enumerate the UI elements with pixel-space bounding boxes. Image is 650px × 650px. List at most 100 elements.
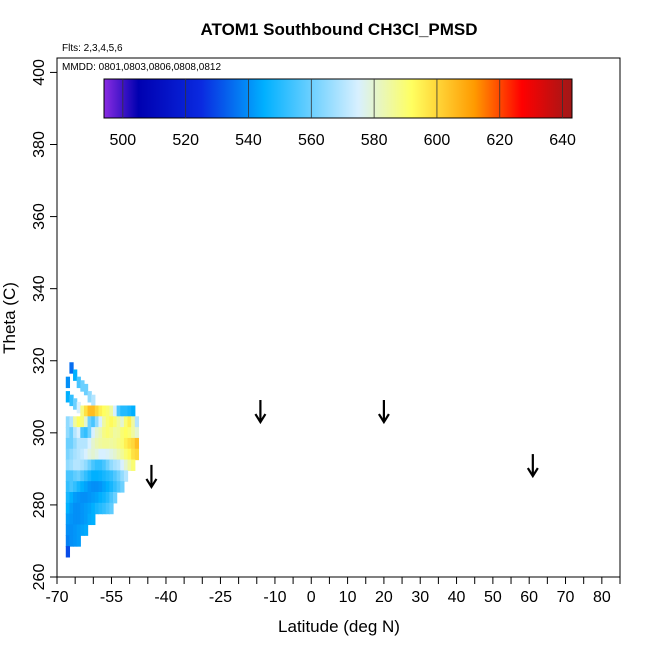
x-tick-label: -25 [209,589,232,606]
heatmap-cell [80,416,85,428]
heatmap-cell [91,394,96,407]
heatmap-cell [116,448,121,461]
heatmap-cell [131,427,136,439]
x-tick-label: 20 [375,589,393,606]
heatmap-cell [127,416,132,428]
heatmap-cell [73,398,78,410]
heatmap-cell [83,470,89,482]
heatmap-cell [80,481,85,493]
heatmap-cell [102,459,107,471]
heatmap-cell [69,416,74,428]
heatmap-cell [105,416,110,428]
heatmap-cell [109,492,114,504]
heatmap-cell [65,513,71,526]
heatmap-cell [120,437,125,450]
heatmap-cell [102,492,107,504]
heatmap-cell [120,427,125,439]
colorbar-tick-label: 580 [361,132,388,149]
heatmap-cell [98,437,103,450]
heatmap-cell [83,405,89,417]
heatmap-cell [134,448,140,461]
heatmap-cell [98,405,103,417]
heatmap-cell [80,470,85,482]
heatmap-cell [69,448,74,461]
heatmap-cell [91,513,96,526]
heatmap-cell [65,481,71,493]
heatmap-cell [131,448,136,461]
heatmap-cell [105,405,110,417]
heatmap-cell [127,459,132,471]
x-tick-label: 80 [593,589,611,606]
colorbar-tick-label: 560 [298,132,325,149]
colorbar-tick-label: 500 [109,132,136,149]
heatmap-cell [116,437,121,450]
heatmap-cell [102,427,107,439]
heatmap-cell [94,492,100,504]
y-tick-label: 260 [31,564,48,591]
heatmap-cell [113,405,118,417]
heatmap-cell [83,459,89,471]
heatmap-cell [91,416,96,428]
heatmap-cell [123,416,129,428]
heatmap-cell [120,481,125,493]
chart-title: ATOM1 Southbound CH3Cl_PMSD [200,20,477,39]
heatmap-cell [65,448,71,461]
heatmap-cell [80,448,85,461]
x-tick-label: 10 [339,589,357,606]
heatmap-cell [102,437,107,450]
x-tick-label: -10 [263,589,286,606]
heatmap-cell [127,405,132,417]
heatmap-cell [109,437,114,450]
heatmap-cell [73,416,78,428]
heatmap-cell [76,524,81,536]
heatmap-cell [80,513,85,526]
heatmap-cell [73,448,78,461]
heatmap-cell [87,405,92,417]
heatmap-cell [87,492,92,504]
heatmap-cell [73,492,78,504]
heatmap-cell [113,437,118,450]
heatmap-cell [76,492,81,504]
heatmap-cell [87,513,92,526]
heatmap-cell [87,459,92,471]
colorbar-tick-label: 600 [424,132,451,149]
heatmap-cell [73,427,78,439]
heatmap-cell [69,394,74,407]
heatmap-cell [83,427,89,439]
heatmap-cell [109,405,114,417]
heatmap-cell [87,437,92,450]
heatmap-cell [76,535,81,547]
heatmap-cell [80,427,85,439]
heatmap-cell [80,437,85,450]
heatmap-cell [76,427,81,439]
heatmap-cell [113,492,118,504]
y-tick-label: 400 [31,59,48,86]
heatmap-cell [113,470,118,482]
heatmap-cell [76,416,81,428]
y-axis-label: Theta (C) [0,282,19,354]
heatmap-cell [134,416,140,428]
heatmap-cell [87,391,92,403]
heatmap-cell [69,362,74,374]
heatmap-cell [102,481,107,493]
x-axis: -70 -55 -40 -25 -10 0 10 20 30 40 50 60 70 80 [45,577,621,606]
heatmap-cell [76,459,81,471]
heatmap-cell [102,405,107,417]
colorbar-gradient [103,78,573,119]
heatmap-cell [83,481,89,493]
heatmap-cell [127,437,132,450]
heatmap-cell [109,427,114,439]
heatmap-cell [80,405,85,417]
down-arrow-icon [145,464,158,489]
heatmap-cell [116,459,121,471]
heatmap-cell [94,427,100,439]
heatmap-cell [105,459,110,471]
plot-frame [56,57,621,578]
heatmap-cell [69,524,74,536]
heatmap-cell [83,416,89,428]
heatmap-cell [94,448,100,461]
heatmap-cell [127,427,132,439]
colorbar-tick-label: 540 [235,132,262,149]
heatmap-cell [91,448,96,461]
heatmap-cell [76,481,81,493]
